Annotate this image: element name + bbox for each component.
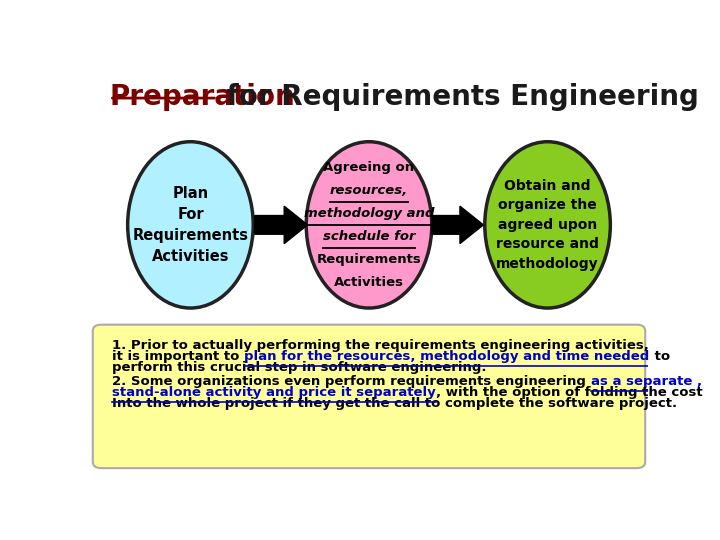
FancyArrow shape: [255, 206, 307, 244]
Text: as a separate ,: as a separate ,: [591, 375, 702, 388]
Text: perform this crucial step in software engineering.: perform this crucial step in software en…: [112, 361, 487, 374]
Text: stand-alone activity and price it separately: stand-alone activity and price it separa…: [112, 386, 436, 399]
Ellipse shape: [127, 141, 253, 308]
Text: schedule for: schedule for: [323, 230, 415, 243]
FancyBboxPatch shape: [93, 325, 645, 468]
Text: Preparation: Preparation: [109, 83, 295, 111]
Text: resources,: resources,: [330, 184, 408, 197]
Text: Activities: Activities: [334, 275, 404, 288]
Text: Agreeing on: Agreeing on: [323, 161, 415, 174]
Text: Plan
For
Requirements
Activities: Plan For Requirements Activities: [132, 186, 248, 264]
Text: methodology and: methodology and: [304, 207, 434, 220]
Text: for Requirements Engineering: for Requirements Engineering: [217, 83, 699, 111]
Text: to: to: [649, 350, 670, 363]
Text: it is important to: it is important to: [112, 350, 244, 363]
Ellipse shape: [306, 141, 432, 308]
Text: , with the option of folding the cost: , with the option of folding the cost: [436, 386, 703, 399]
Text: Into the whole project if they get the call to complete the software project.: Into the whole project if they get the c…: [112, 397, 678, 410]
Text: Requirements: Requirements: [317, 253, 421, 266]
Text: Obtain and
organize the
agreed upon
resource and
methodology: Obtain and organize the agreed upon reso…: [496, 179, 599, 271]
Text: plan for the resources, methodology and time needed: plan for the resources, methodology and …: [244, 350, 649, 363]
Text: 1. Prior to actually performing the requirements engineering activities,: 1. Prior to actually performing the requ…: [112, 339, 649, 352]
FancyArrow shape: [432, 206, 483, 244]
Ellipse shape: [485, 141, 611, 308]
Text: 2. Some organizations even perform requirements engineering: 2. Some organizations even perform requi…: [112, 375, 591, 388]
